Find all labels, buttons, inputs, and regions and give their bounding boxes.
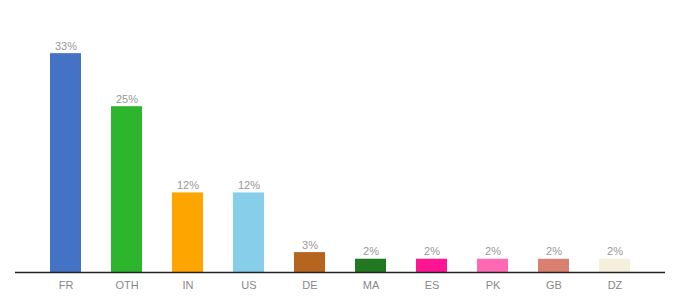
svg-text:2%: 2%: [363, 245, 379, 257]
svg-text:2%: 2%: [485, 245, 501, 257]
svg-text:PK: PK: [486, 279, 501, 291]
svg-text:GB: GB: [546, 279, 562, 291]
svg-text:33%: 33%: [55, 40, 77, 52]
svg-text:12%: 12%: [177, 179, 199, 191]
svg-text:2%: 2%: [424, 245, 440, 257]
svg-text:25%: 25%: [116, 93, 138, 105]
svg-text:OTH: OTH: [115, 279, 138, 291]
svg-text:2%: 2%: [546, 245, 562, 257]
svg-text:DZ: DZ: [608, 279, 623, 291]
svg-text:IN: IN: [183, 279, 194, 291]
svg-text:2%: 2%: [607, 245, 623, 257]
svg-text:ES: ES: [425, 279, 440, 291]
svg-text:DE: DE: [302, 279, 317, 291]
svg-text:MA: MA: [363, 279, 380, 291]
svg-text:3%: 3%: [302, 239, 318, 251]
svg-text:FR: FR: [59, 279, 74, 291]
svg-text:12%: 12%: [238, 179, 260, 191]
svg-text:US: US: [241, 279, 256, 291]
